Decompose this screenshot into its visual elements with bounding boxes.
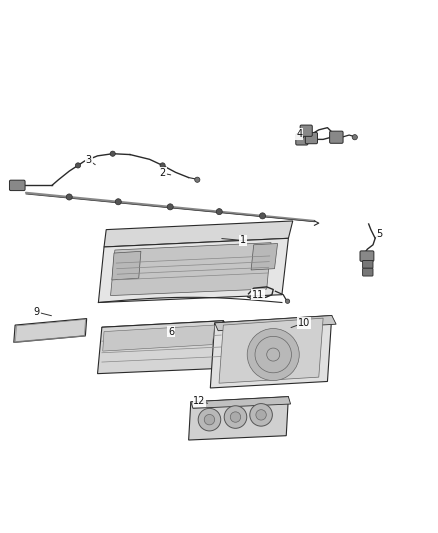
Polygon shape: [102, 321, 228, 336]
Circle shape: [160, 163, 165, 168]
Circle shape: [110, 151, 115, 156]
Circle shape: [204, 415, 215, 425]
Polygon shape: [112, 252, 141, 280]
Circle shape: [198, 408, 221, 431]
FancyBboxPatch shape: [305, 132, 318, 144]
Circle shape: [66, 194, 72, 200]
Text: 11: 11: [252, 290, 264, 300]
FancyBboxPatch shape: [10, 180, 25, 191]
Polygon shape: [103, 325, 215, 351]
Polygon shape: [14, 319, 87, 342]
FancyBboxPatch shape: [300, 125, 312, 136]
Text: 10: 10: [297, 318, 310, 328]
Text: 4: 4: [296, 129, 302, 139]
Circle shape: [75, 163, 81, 168]
Polygon shape: [189, 397, 288, 440]
Circle shape: [167, 204, 173, 210]
Polygon shape: [98, 321, 223, 374]
Circle shape: [250, 403, 272, 426]
Text: 2: 2: [159, 168, 166, 178]
Text: 1: 1: [240, 236, 246, 246]
Text: 6: 6: [168, 327, 174, 336]
FancyBboxPatch shape: [363, 261, 373, 268]
Circle shape: [224, 406, 247, 429]
Text: 5: 5: [376, 229, 383, 239]
FancyBboxPatch shape: [363, 268, 373, 276]
FancyBboxPatch shape: [296, 134, 308, 145]
FancyBboxPatch shape: [330, 131, 343, 143]
Text: 3: 3: [86, 155, 92, 165]
FancyBboxPatch shape: [360, 251, 374, 261]
Polygon shape: [210, 316, 332, 388]
Polygon shape: [99, 238, 288, 303]
Circle shape: [256, 410, 266, 420]
Polygon shape: [104, 221, 293, 247]
Polygon shape: [215, 316, 336, 330]
Text: 9: 9: [34, 307, 40, 317]
Polygon shape: [219, 318, 323, 383]
Text: 12: 12: [193, 396, 206, 406]
Polygon shape: [110, 243, 271, 296]
Polygon shape: [251, 244, 278, 270]
Circle shape: [286, 299, 290, 303]
Circle shape: [352, 135, 357, 140]
Polygon shape: [191, 397, 290, 408]
Circle shape: [259, 213, 265, 219]
Circle shape: [195, 177, 200, 182]
Circle shape: [230, 412, 241, 422]
Circle shape: [216, 208, 222, 215]
Circle shape: [247, 328, 299, 381]
Circle shape: [115, 199, 121, 205]
Polygon shape: [219, 321, 228, 374]
